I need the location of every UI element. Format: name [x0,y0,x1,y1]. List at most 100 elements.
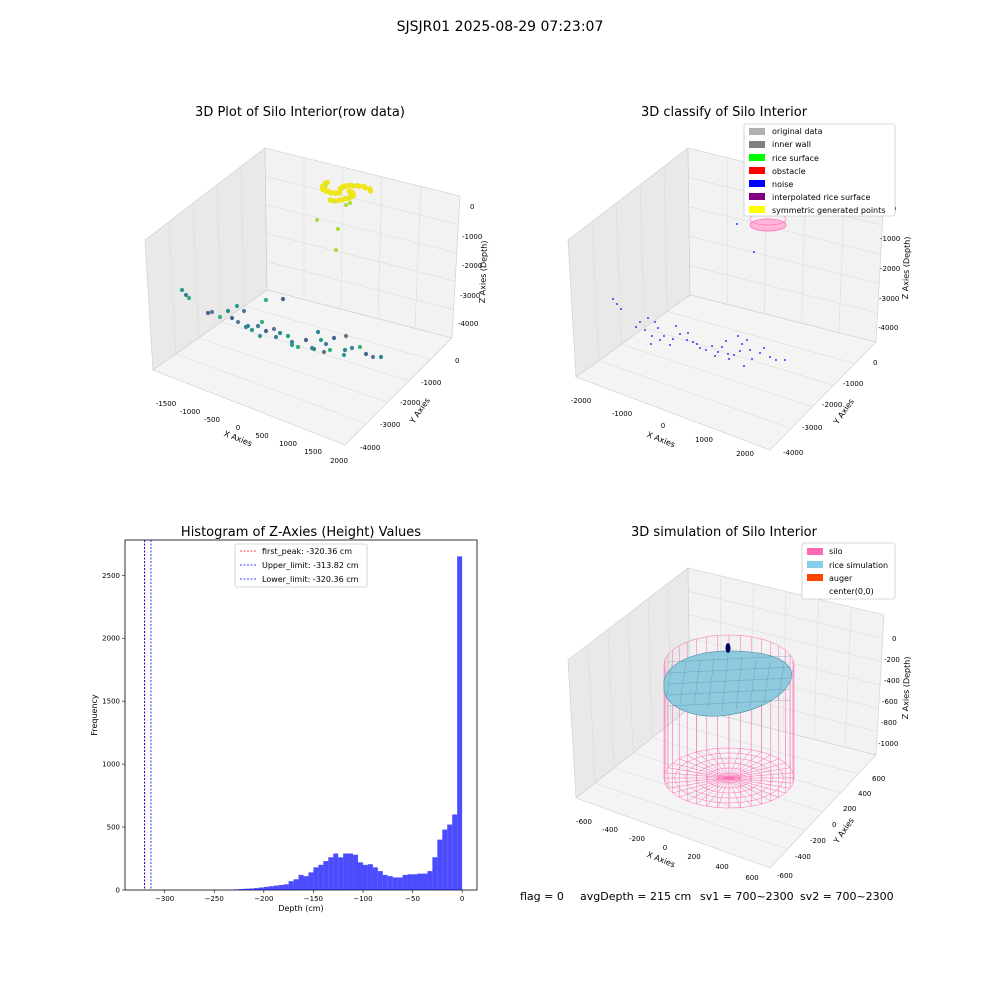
raw-xtick: 0 [236,424,240,432]
histogram-bar [288,881,294,890]
histogram-xtick-label: −250 [205,895,224,903]
raw-ztick: 0 [470,203,474,211]
histogram-bar [293,879,299,890]
noise-point [612,298,614,300]
legend-item-interpolated-rice-surface: interpolated rice surface [749,193,870,202]
histogram-bar [253,888,259,890]
legend-item-inner-wall: inner wall [749,140,811,149]
histogram-ylabel: Frequency [90,694,99,736]
raw-point [327,347,333,353]
simulation-ytick: 600 [872,775,885,783]
raw-point [331,335,337,341]
histogram-bar [392,877,398,890]
raw-xtick: 1500 [304,448,322,456]
classify-plot-noise-points [612,207,786,367]
raw-point [335,190,341,196]
raw-point [311,346,317,352]
noise-point [687,332,689,334]
raw-point [341,352,347,358]
svg-text:center(0,0): center(0,0) [829,587,874,596]
simulation-plot-gridlines [587,575,883,850]
raw-xtick: 500 [255,432,268,440]
simulation-xtick: 400 [715,863,728,871]
noise-point [737,335,739,337]
raw-point [356,183,362,189]
classify-ytick: -4000 [783,449,803,457]
noise-point [679,333,681,335]
legend-item-center: center(0,0) [807,587,874,596]
raw-point [344,203,348,207]
noise-point [746,339,748,341]
raw-plot-yticks: 0 -1000 -2000 -3000 -4000 [360,357,459,452]
raw-ztick: -1000 [462,233,482,241]
raw-point [285,333,291,339]
svg-text:noise: noise [772,180,793,189]
raw-point [263,328,269,334]
histogram-bar [372,867,378,890]
noise-point [650,343,652,345]
legend-item-obstacle: obstacle [749,167,806,176]
noise-point [725,340,727,342]
noise-point [651,335,653,337]
histogram-bar [358,862,363,890]
histogram-vlines [144,540,152,890]
noise-point [659,339,661,341]
simulation-ztick: 0 [892,635,896,643]
raw-point [273,334,279,340]
simulation-ytick: 400 [858,790,871,798]
classify-ytick: 0 [873,359,877,367]
noise-point [654,321,656,323]
noise-point [686,339,688,341]
histogram-bar [303,876,309,890]
raw-point [259,319,265,325]
noise-point [639,321,641,323]
noise-point [784,359,786,361]
simulation-ztick: -400 [884,677,900,685]
histogram-xtick-label: −200 [254,895,273,903]
histogram-bar [353,854,359,890]
raw-point [205,310,211,316]
raw-point [342,196,348,202]
classify-plot-xticks: -2000 -1000 0 1000 2000 [571,397,754,458]
histogram-ytick-label: 2000 [102,635,120,643]
footer-flag: flag = 0 [520,890,564,903]
simulation-plot-zticks: 0 -200 -400 -600 -800 -1000 [878,635,900,748]
raw-point [183,292,189,298]
raw-point [336,227,340,231]
svg-text:silo: silo [829,547,843,556]
raw-point [322,182,328,188]
raw-ztick: -2000 [462,262,482,270]
histogram-xtick-label: 0 [460,895,464,903]
histogram-bar [234,889,240,890]
histogram-bar [263,886,269,890]
raw-ztick: -3000 [460,292,480,300]
simulation-xtick: 200 [687,853,700,861]
noise-point [675,325,677,327]
simulation-xtick: 600 [745,874,758,882]
histogram-bar [397,877,403,890]
histogram-bar [328,857,334,890]
raw-plot-zlabel: Z Axies (Depth) [478,240,489,303]
svg-text:symmetric generated points: symmetric generated points [772,206,885,215]
legend-item-symmetric-generated-points: symmetric generated points [749,206,885,215]
histogram-xtick-label: −50 [405,895,420,903]
noise-point [736,223,738,225]
noise-point [699,347,701,349]
legend-item-upper-limit: Upper_limit: -313.82 cm [240,561,359,570]
histogram-bar [417,873,423,890]
noise-point [775,359,777,361]
histogram-xticks: −300 −250 −200 −150 −100 −50 0 [155,890,464,903]
raw-point [225,308,231,314]
raw-point [303,337,309,343]
simulation-xtick: -200 [629,835,645,843]
simulation-ztick: -1000 [878,740,898,748]
legend-item-rice-simulation: rice simulation [807,561,888,570]
raw-point [323,187,329,193]
raw-point [234,303,240,309]
noise-point [759,352,761,354]
raw-plot-title: 3D Plot of Silo Interior(row data) [195,105,405,120]
noise-point [763,347,765,349]
raw-point [327,197,333,203]
raw-point [179,287,185,293]
histogram-bar [402,874,408,890]
